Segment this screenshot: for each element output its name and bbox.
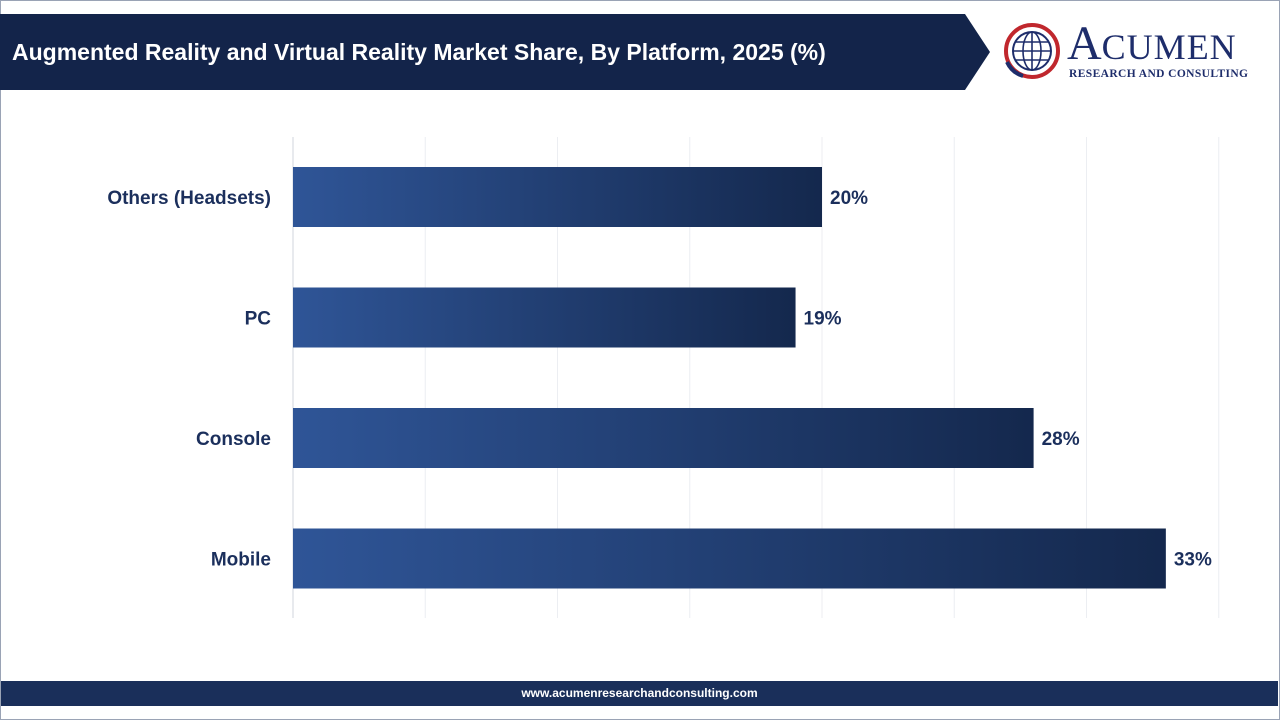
header-background (0, 14, 990, 90)
value-label: 33% (1174, 550, 1212, 571)
value-label: 20% (830, 188, 868, 209)
logo-wordmark: ACUMEN (1067, 17, 1237, 70)
company-logo: ACUMEN RESEARCH AND CONSULTING (1003, 17, 1273, 84)
header-banner: Augmented Reality and Virtual Reality Ma… (0, 14, 990, 90)
bar-console (293, 408, 1034, 468)
value-label: 19% (804, 309, 842, 330)
bars (293, 167, 1166, 589)
footer-url: www.acumenresearchandconsulting.com (1, 681, 1278, 706)
category-label: Others (Headsets) (107, 188, 271, 209)
labels: Others (Headsets) 20% PC 19% Console 28% Mobil… (107, 188, 1212, 571)
category-label: Console (196, 429, 271, 450)
bar-others-headsets (293, 167, 822, 227)
logo-subtitle: RESEARCH AND CONSULTING (1069, 68, 1249, 80)
bar-mobile (293, 528, 1166, 589)
category-label: PC (245, 309, 272, 330)
value-label: 28% (1042, 429, 1080, 450)
chart-title: Augmented Reality and Virtual Reality Ma… (12, 39, 826, 65)
globe-icon (1004, 23, 1060, 79)
category-label: Mobile (211, 550, 271, 571)
bar-pc (293, 287, 796, 348)
